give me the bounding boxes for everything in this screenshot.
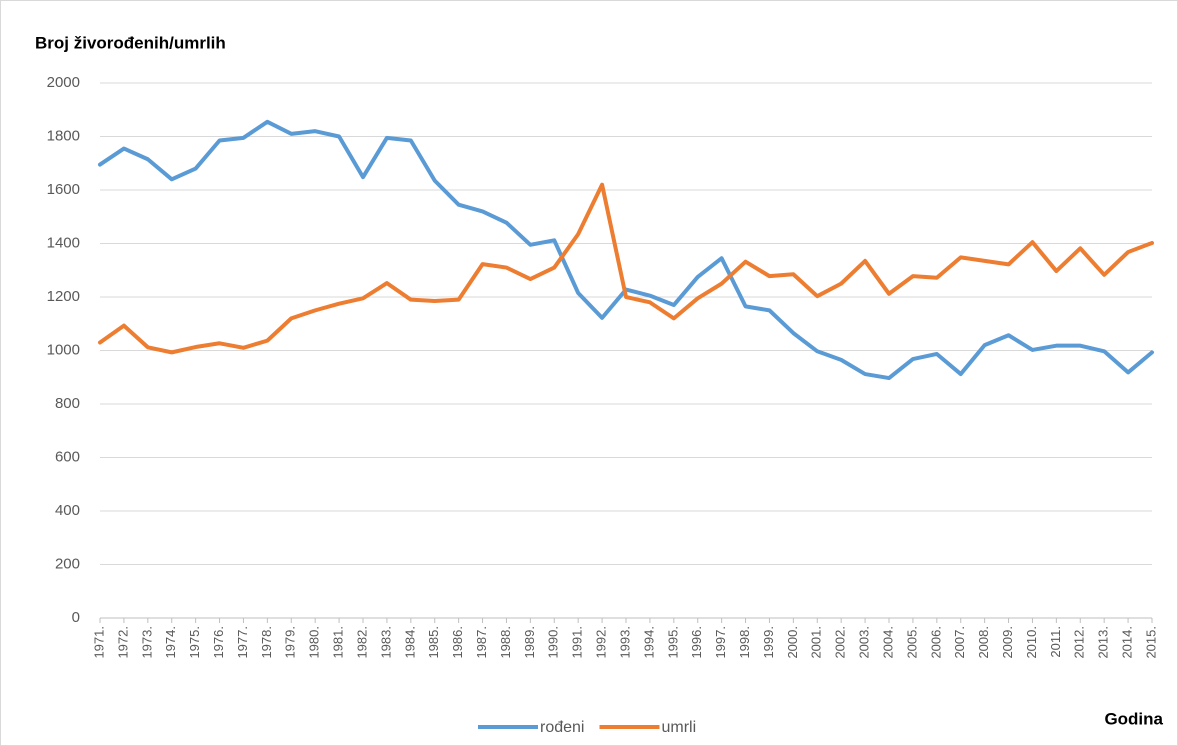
x-tick-label: 2015. [1143,626,1158,659]
x-tick-label: 1978. [259,626,274,659]
x-tick-label: 1990. [546,626,561,659]
x-tick-label: 2002. [833,626,848,659]
x-tick-label: 1999. [761,626,776,659]
legend-label: umrli [661,719,696,736]
y-tick-label: 1600 [47,181,80,198]
x-tick-label: 2004. [880,626,895,659]
x-tick-label: 1976. [211,626,226,659]
x-tick-label: 1981. [331,626,346,659]
x-tick-label: 1974. [163,626,178,659]
y-tick-label: 800 [55,395,80,412]
x-tick-label: 2003. [857,626,872,659]
y-tick-label: 1200 [47,288,80,305]
x-tick-label: 1988. [498,626,513,659]
x-tick-label: 1998. [737,626,752,659]
x-tick-label: 1983. [378,626,393,659]
x-tick-label: 1997. [713,626,728,659]
x-tick-label: 2009. [1000,626,1015,659]
x-tick-label: 2006. [928,626,943,659]
x-tick-label: 1971. [91,626,106,659]
data-line [98,182,1154,355]
y-tick-label: 1400 [47,234,80,251]
x-tick-label: 1979. [283,626,298,659]
x-tick-label: 2011. [1048,626,1063,658]
x-axis-label: Godina [1104,709,1163,728]
x-tick-label: 2010. [1024,626,1039,659]
x-tick-label: 2005. [904,626,919,659]
x-tick-label: 2007. [952,626,967,659]
x-tick-label: 2012. [1072,626,1087,659]
x-tick-label: 1977. [235,626,250,659]
x-tick-label: 1992. [594,626,609,659]
y-tick-label: 200 [55,555,80,572]
x-tick-label: 2000. [785,626,800,659]
y-tick-label: 1000 [47,341,80,358]
x-tick-label: 1980. [307,626,322,659]
x-tick-label: 1989. [522,626,537,659]
x-tick-label: 1972. [115,626,130,659]
x-tick-label: 1986. [450,626,465,659]
y-tick-label: 0 [72,609,80,626]
x-tick-label: 1975. [187,626,202,659]
chart-title: Broj živorođenih/umrlih [35,33,226,52]
x-tick-label: 1982. [354,626,369,659]
y-tick-label: 1800 [47,127,80,144]
x-tick-label: 1993. [617,626,632,659]
y-tick-label: 2000 [47,74,80,91]
x-tick-label: 2001. [809,626,824,659]
legend-label: rođeni [540,719,584,736]
x-tick-label: 1996. [689,626,704,659]
x-tick-label: 2013. [1096,626,1111,659]
x-tick-label: 1995. [665,626,680,659]
x-tick-label: 1973. [139,626,154,659]
y-tick-label: 400 [55,502,80,519]
x-tick-label: 1994. [641,626,656,659]
x-tick-label: 1991. [570,626,585,659]
x-tick-label: 1987. [474,626,489,659]
x-tick-label: 1984. [402,626,417,659]
x-tick-label: 2014. [1120,626,1135,659]
y-tick-label: 600 [55,448,80,465]
x-tick-label: 1985. [426,626,441,659]
x-tick-label: 2008. [976,626,991,659]
